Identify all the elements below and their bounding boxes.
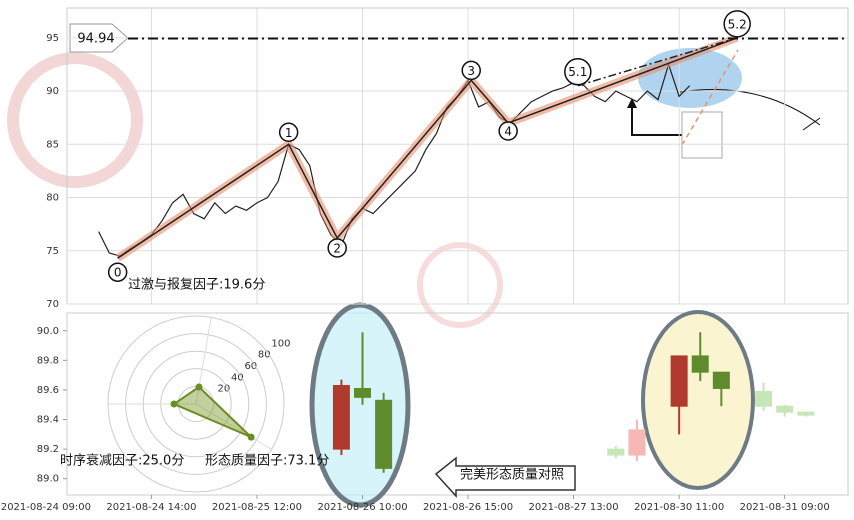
wave-marker (107, 262, 128, 282)
y-tick-label: 90.0 (37, 326, 59, 337)
factor-label: 过激与报复因子:19.6分 (128, 278, 265, 293)
highlight-ellipse (309, 302, 411, 508)
y-tick-label: 80 (46, 193, 59, 204)
wave-label: 1 (285, 126, 293, 140)
y-tick-label: 90 (46, 86, 59, 97)
candle-body (712, 371, 730, 389)
radar-point (247, 433, 255, 441)
wave-label: 5.1 (568, 65, 587, 79)
wave-marker (723, 10, 751, 38)
wave-label: 0 (114, 266, 122, 280)
highlight-ellipse (641, 310, 755, 490)
x-tick-label: 2021-08-31 09:00 (740, 502, 830, 513)
watermark (417, 242, 503, 328)
bottom-panel-frame (66, 312, 849, 496)
candle-body (670, 355, 688, 407)
wave-marker (327, 238, 347, 258)
projection-tick (802, 117, 821, 131)
x-tick-label: 2021-08-24 09:00 (1, 502, 91, 513)
x-tick-label: 2021-08-24 14:00 (106, 502, 196, 513)
x-tick-label: 2021-08-26 15:00 (423, 502, 513, 513)
radar-tick-label: 100 (271, 338, 290, 349)
radar-tick-label: 20 (217, 384, 230, 395)
x-tick-label: 2021-08-25 12:00 (212, 502, 302, 513)
y-tick-label: 89.0 (37, 474, 59, 485)
radar-tick-label: 60 (244, 361, 257, 372)
wave-label: 5.2 (728, 17, 747, 31)
top-panel-frame (66, 7, 849, 305)
radar-tick-label: 80 (258, 350, 271, 361)
pointer-arrow-head (627, 98, 637, 108)
hline-label: 94.94 (77, 32, 114, 47)
wave-label: 2 (333, 241, 341, 255)
x-tick-label: 2021-08-26 10:00 (317, 502, 407, 513)
y-tick-label: 89.8 (37, 355, 59, 366)
y-tick-label: 89.6 (37, 385, 59, 396)
wave-line (117, 37, 738, 259)
candle-body (691, 355, 709, 373)
factor-label: 形态质量因子:73.1分 (205, 454, 329, 469)
candle-body (797, 411, 815, 416)
candle-body (755, 390, 773, 407)
x-tick-label: 2021-08-27 13:00 (529, 502, 619, 513)
radar-axis (195, 403, 272, 450)
candle-body (607, 448, 625, 456)
wave-marker (461, 60, 481, 81)
radar-tick-label: 40 (231, 372, 244, 383)
radar-area (171, 385, 252, 439)
candle-body (354, 387, 372, 398)
radar-point (170, 400, 178, 408)
radar-point (195, 383, 203, 391)
wave-marker (564, 57, 592, 86)
candle-body (375, 399, 393, 469)
candle-body (628, 429, 646, 456)
projection-arc (679, 88, 821, 126)
annotation-arrow (434, 456, 576, 498)
wave-marker (278, 122, 299, 143)
y-tick-label: 70 (46, 299, 59, 310)
candle-body (332, 385, 350, 450)
candle-body (776, 405, 794, 413)
x-tick-label: 2021-08-30 11:00 (634, 502, 724, 513)
wave-marker (498, 121, 518, 141)
y-tick-label: 89.4 (37, 415, 59, 426)
pointer-arrow (631, 100, 682, 136)
channel-line (577, 37, 738, 87)
factor-label: 时序衰减因子:25.0分 (60, 453, 184, 469)
projection-line (681, 49, 739, 146)
price-line (98, 62, 691, 257)
y-tick-label: 75 (46, 246, 59, 257)
y-tick-label: 95 (46, 33, 59, 44)
annotation-text: 完美形态质量对照 (460, 468, 564, 483)
y-tick-label: 89.2 (37, 444, 59, 455)
wave-label: 4 (504, 124, 512, 138)
watermark (7, 52, 143, 188)
y-tick-label: 85 (46, 139, 59, 150)
wave-label: 3 (467, 64, 475, 78)
